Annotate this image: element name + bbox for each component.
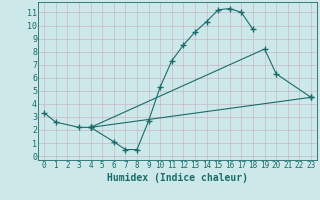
X-axis label: Humidex (Indice chaleur): Humidex (Indice chaleur) bbox=[107, 173, 248, 183]
